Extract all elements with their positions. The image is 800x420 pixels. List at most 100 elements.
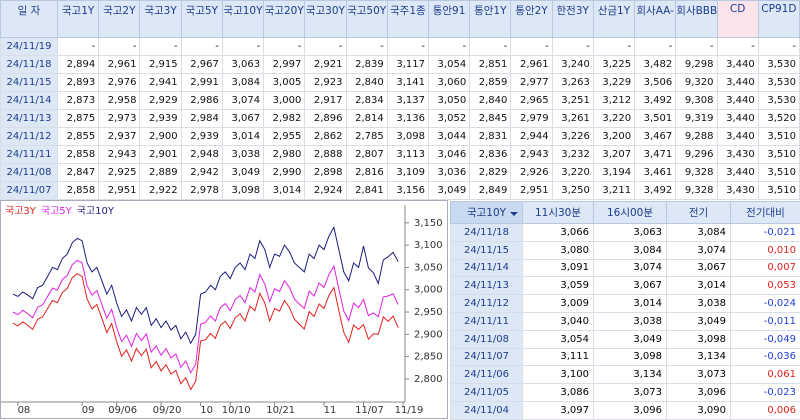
value-cell: 3,501 bbox=[635, 110, 676, 128]
value-cell: 3,430 bbox=[717, 182, 758, 200]
value-cell: 3,530 bbox=[758, 92, 799, 110]
date-cell: 24/11/05 bbox=[451, 384, 523, 402]
column-header: 16시00분 bbox=[594, 202, 667, 224]
value-cell: 2,858 bbox=[58, 182, 99, 200]
value-cell: 3,440 bbox=[717, 128, 758, 146]
value-cell: 2,980 bbox=[264, 146, 305, 164]
value-cell: 0,061 bbox=[731, 366, 800, 384]
value-cell: -0,049 bbox=[731, 330, 800, 348]
value-cell: 3,014 bbox=[264, 182, 305, 200]
value-cell: 2,859 bbox=[470, 74, 511, 92]
value-cell: - bbox=[635, 38, 676, 56]
value-cell: 3,046 bbox=[428, 146, 469, 164]
value-cell: 9,288 bbox=[676, 128, 717, 146]
date-cell: 24/11/18 bbox=[451, 224, 523, 242]
value-cell: 2,951 bbox=[99, 182, 140, 200]
legend-label: 국고3Y bbox=[5, 205, 37, 217]
value-cell: 2,901 bbox=[140, 146, 181, 164]
value-cell: 2,807 bbox=[346, 146, 387, 164]
value-cell: 2,978 bbox=[181, 182, 222, 200]
value-cell: 3,080 bbox=[523, 241, 594, 259]
column-header: 국주1종 bbox=[387, 1, 428, 38]
value-cell: 3,482 bbox=[635, 56, 676, 74]
value-cell: 2,943 bbox=[99, 146, 140, 164]
column-header: 일 자 bbox=[1, 1, 58, 38]
value-cell: 3,050 bbox=[428, 92, 469, 110]
column-header: 통안1Y bbox=[470, 1, 511, 38]
value-cell: 3,100 bbox=[523, 366, 594, 384]
column-label: CD bbox=[718, 3, 758, 15]
value-cell: -0,021 bbox=[731, 224, 800, 242]
value-cell: 2,829 bbox=[470, 164, 511, 182]
value-cell: 2,858 bbox=[58, 146, 99, 164]
value-cell: 2,875 bbox=[58, 110, 99, 128]
column-header: CP91D bbox=[758, 1, 799, 38]
value-cell: 3,073 bbox=[594, 384, 667, 402]
value-cell: 2,785 bbox=[346, 128, 387, 146]
column-header: 통안2Y bbox=[511, 1, 552, 38]
column-label: 통안91 bbox=[429, 3, 469, 18]
x-tick-label: 10/10 bbox=[222, 405, 251, 416]
date-cell: 24/11/12 bbox=[451, 295, 523, 313]
date-cell: 24/11/11 bbox=[1, 146, 58, 164]
value-cell: 2,937 bbox=[99, 128, 140, 146]
value-cell: 3,113 bbox=[387, 146, 428, 164]
value-cell: 3,038 bbox=[667, 295, 731, 313]
value-cell: 3,059 bbox=[523, 277, 594, 295]
column-header: 11시30분 bbox=[523, 202, 594, 224]
value-cell: 3,134 bbox=[594, 366, 667, 384]
column-header: 국고3Y bbox=[140, 1, 181, 38]
column-header: 국고10Y bbox=[451, 202, 523, 224]
value-cell: 3,430 bbox=[717, 146, 758, 164]
x-tick-label: 09 bbox=[82, 405, 95, 416]
value-cell: 3,052 bbox=[428, 110, 469, 128]
value-cell: 3,207 bbox=[593, 146, 634, 164]
value-cell: 3,086 bbox=[523, 384, 594, 402]
value-cell: 3,506 bbox=[635, 74, 676, 92]
legend-label: 국고5Y bbox=[41, 205, 73, 217]
value-cell: 3,000 bbox=[264, 92, 305, 110]
value-cell: 3,074 bbox=[667, 241, 731, 259]
value-cell: 2,893 bbox=[58, 74, 99, 92]
value-cell: 0,006 bbox=[731, 401, 800, 419]
x-tick-label: 08 bbox=[18, 405, 31, 416]
column-label: 국고20Y bbox=[264, 3, 304, 18]
value-cell: 3,440 bbox=[717, 164, 758, 182]
value-cell: 3,440 bbox=[717, 56, 758, 74]
value-cell: 0,053 bbox=[731, 277, 800, 295]
value-cell: 3,211 bbox=[593, 182, 634, 200]
column-label: 국고3Y bbox=[140, 3, 180, 18]
date-cell: 24/11/06 bbox=[451, 366, 523, 384]
value-cell: 2,816 bbox=[346, 164, 387, 182]
value-cell: 3,038 bbox=[222, 146, 263, 164]
date-cell: 24/11/15 bbox=[451, 241, 523, 259]
value-cell: 2,986 bbox=[181, 92, 222, 110]
value-cell: -0,024 bbox=[731, 295, 800, 313]
value-cell: 3,220 bbox=[552, 164, 593, 182]
line-series bbox=[13, 274, 398, 390]
value-cell: 3,040 bbox=[523, 312, 594, 330]
y-tick-label: 2,800 bbox=[414, 374, 443, 385]
value-cell: 2,851 bbox=[470, 56, 511, 74]
column-header: 국고5Y bbox=[181, 1, 222, 38]
value-cell: 2,917 bbox=[305, 92, 346, 110]
value-cell: 3,073 bbox=[667, 366, 731, 384]
column-label: 산금1Y bbox=[594, 3, 634, 18]
value-cell: 3,074 bbox=[594, 259, 667, 277]
y-tick-label: 3,050 bbox=[414, 262, 443, 273]
value-cell: 3,229 bbox=[593, 74, 634, 92]
